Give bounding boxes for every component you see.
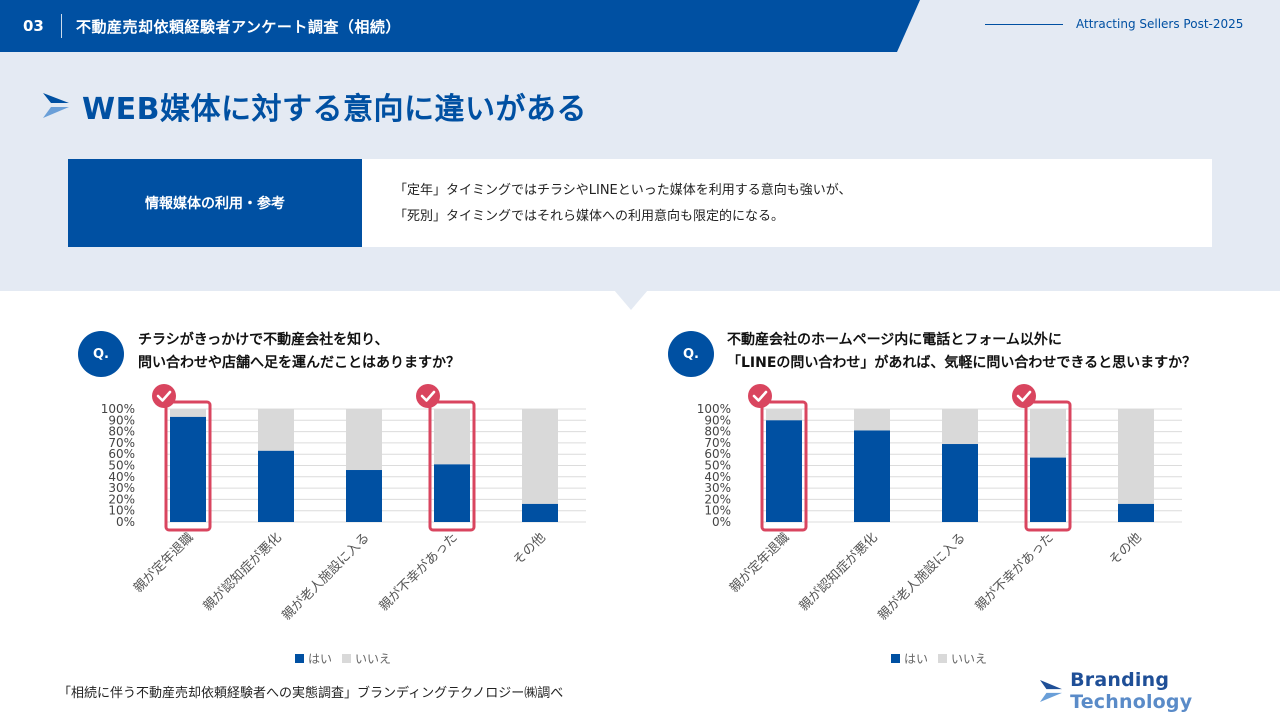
info-label: 情報媒体の利用・参考	[68, 159, 362, 247]
y-tick-label: 80%	[704, 425, 731, 439]
y-tick-label: 20%	[108, 492, 135, 506]
chart-line-inquiry: 0%10%20%30%40%50%60%70%80%90%100%親が定年退職親…	[697, 384, 1182, 624]
bar-no	[434, 409, 470, 465]
check-icon	[748, 384, 772, 408]
y-tick-label: 100%	[697, 402, 731, 416]
header-divider	[61, 14, 62, 38]
bar-no	[854, 409, 890, 431]
check-icon	[416, 384, 440, 408]
bar-no	[522, 409, 558, 504]
bar-no	[766, 409, 802, 421]
legend-no-label: いいえ	[951, 652, 988, 666]
footer-source: 「相続に伴う不動産売却依頼経験者への実態調査」ブランディングテクノロジー㈱調べ	[58, 686, 564, 701]
brand-name-a: Branding	[1070, 669, 1170, 691]
y-tick-label: 80%	[108, 425, 135, 439]
legend-no-swatch	[342, 654, 352, 663]
bar-yes	[766, 420, 802, 522]
bar-no	[258, 409, 294, 451]
legend-yes-label: はい	[904, 652, 929, 666]
y-tick-label: 60%	[704, 447, 731, 461]
y-tick-label: 20%	[704, 492, 731, 506]
header-title: 不動産売却依頼経験者アンケート調査（相続）	[76, 18, 401, 36]
brand-arrow-icon	[1040, 679, 1063, 703]
legend-yes-swatch	[891, 654, 900, 663]
y-tick-label: 50%	[108, 459, 135, 473]
question-2-line-2: 「LINEの問い合わせ」があれば、気軽に問い合わせできると思いますか？	[727, 355, 1197, 371]
header-bar	[0, 0, 920, 52]
category-label: 親が老人施設に入る	[875, 530, 969, 624]
section-pointer	[614, 290, 648, 310]
check-mark	[1016, 390, 1032, 402]
bar-yes	[1030, 457, 1066, 522]
check-mark	[420, 390, 436, 402]
check-icon	[152, 384, 176, 408]
bar-no	[942, 409, 978, 445]
y-tick-label: 100%	[101, 402, 135, 416]
header-right-line	[985, 24, 1063, 25]
category-label: その他	[1107, 530, 1145, 568]
legend-1: はい いいえ	[295, 650, 391, 667]
section-number: 03	[23, 17, 44, 35]
highlight-box	[164, 400, 212, 532]
question-1-line-1: チラシがきっかけで不動産会社を知り、	[138, 332, 389, 348]
legend-no-swatch	[938, 654, 948, 663]
question-text-2: 不動産会社のホームページ内に電話とフォーム以外に 「LINEの問い合わせ」があれ…	[727, 329, 1196, 375]
header-right-label: Attracting Sellers Post-2025	[1076, 17, 1244, 31]
bar-yes	[346, 470, 382, 522]
check-mark	[752, 390, 768, 402]
y-tick-label: 60%	[108, 447, 135, 461]
title-arrow-icon	[43, 93, 69, 118]
legend-yes-swatch	[295, 654, 304, 663]
question-badge-2: Q.	[668, 331, 714, 377]
bar-yes	[854, 430, 890, 522]
bar-yes	[434, 464, 470, 522]
bar-no	[170, 409, 206, 417]
y-tick-label: 40%	[704, 470, 731, 484]
y-tick-label: 50%	[704, 459, 731, 473]
category-label: 親が不幸があった	[973, 530, 1057, 614]
info-line-2: 「死別」タイミングではそれら媒体への利用意向も限定的になる。	[394, 209, 785, 224]
legend-yes-label: はい	[308, 652, 333, 666]
check-mark	[156, 390, 172, 402]
question-2-line-1: 不動産会社のホームページ内に電話とフォーム以外に	[727, 332, 1062, 348]
brand-logo: Branding Technology	[1040, 669, 1280, 713]
highlight-box	[760, 400, 808, 532]
legend-no-label: いいえ	[355, 652, 392, 666]
bar-no	[1118, 409, 1154, 504]
bar-no	[1030, 409, 1066, 458]
check-icon	[1012, 384, 1036, 408]
y-tick-label: 40%	[108, 470, 135, 484]
highlight-box	[428, 400, 476, 532]
y-tick-label: 30%	[108, 481, 135, 495]
legend-2: はい いいえ	[891, 650, 987, 667]
category-label: 親が定年退職	[727, 530, 793, 596]
highlight-box	[1024, 400, 1072, 532]
y-tick-label: 10%	[108, 504, 135, 518]
y-tick-label: 0%	[116, 515, 135, 529]
y-tick-label: 30%	[704, 481, 731, 495]
category-label: 親が認知症が悪化	[796, 530, 881, 615]
y-tick-label: 90%	[704, 413, 731, 427]
y-tick-label: 0%	[712, 515, 731, 529]
brand-name-b: Technology	[1070, 691, 1193, 713]
y-tick-label: 70%	[704, 436, 731, 450]
question-badge-1: Q.	[78, 331, 124, 377]
bar-yes	[1118, 503, 1154, 522]
slide-title: WEB媒体に対する意向に違いがある	[82, 92, 587, 127]
question-text-1: チラシがきっかけで不動産会社を知り、 問い合わせや店舗へ足を運んだことはあります…	[138, 329, 460, 375]
bar-yes	[942, 444, 978, 522]
y-tick-label: 10%	[704, 504, 731, 518]
y-tick-label: 70%	[108, 436, 135, 450]
bar-yes	[170, 416, 206, 522]
bar-yes	[258, 450, 294, 522]
y-tick-label: 90%	[108, 413, 135, 427]
bar-no	[346, 409, 382, 471]
info-body: 「定年」タイミングではチラシやLINEといった媒体を利用する意向も強いが、 「死…	[362, 159, 1212, 247]
chart-flyer: 0%10%20%30%40%50%60%70%80%90%100%親が定年退職親…	[101, 384, 586, 624]
question-1-line-2: 問い合わせや店舗へ足を運んだことはありますか？	[138, 355, 460, 371]
bar-yes	[522, 503, 558, 522]
info-line-1: 「定年」タイミングではチラシやLINEといった媒体を利用する意向も強いが、	[394, 183, 852, 198]
